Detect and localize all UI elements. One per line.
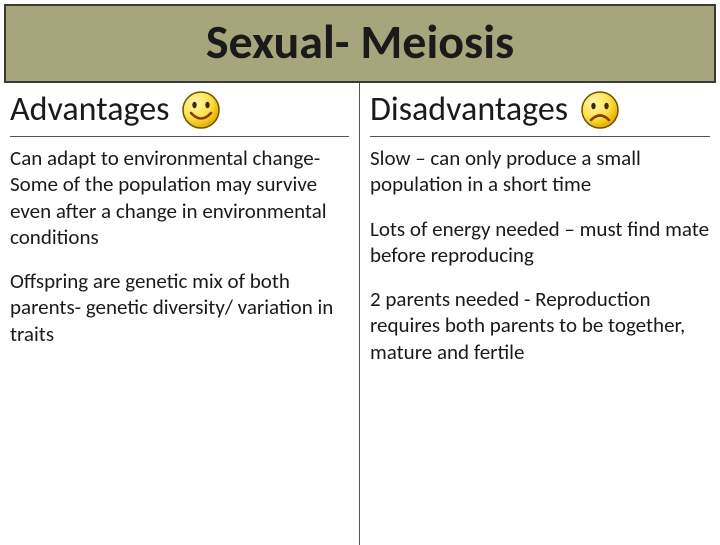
disadvantages-body: Slow – can only produce a small populati… bbox=[370, 145, 710, 365]
comparison-table: Advantages Can adapt to environmental ch… bbox=[0, 83, 720, 545]
disadvantages-header: Disadvantages bbox=[370, 89, 568, 130]
smiley-face-icon bbox=[181, 90, 221, 130]
disadvantages-para: 2 parents needed - Reproduction requires… bbox=[370, 286, 710, 365]
disadvantages-para: Lots of energy needed – must find mate b… bbox=[370, 216, 710, 269]
advantages-para: Can adapt to environmental change- Some … bbox=[10, 145, 349, 250]
page-title: Sexual- Meiosis bbox=[6, 12, 714, 71]
advantages-column: Advantages Can adapt to environmental ch… bbox=[0, 83, 360, 545]
disadvantages-header-row: Disadvantages bbox=[370, 85, 710, 137]
disadvantages-column: Disadvantages Slow – can only produce a … bbox=[360, 83, 720, 545]
advantages-header: Advantages bbox=[10, 89, 169, 130]
advantages-para: Offspring are genetic mix of both parent… bbox=[10, 268, 349, 347]
title-bar: Sexual- Meiosis bbox=[4, 4, 716, 83]
advantages-body: Can adapt to environmental change- Some … bbox=[10, 145, 349, 347]
advantages-header-row: Advantages bbox=[10, 85, 349, 137]
disadvantages-para: Slow – can only produce a small populati… bbox=[370, 145, 710, 198]
sad-face-icon bbox=[580, 90, 620, 130]
